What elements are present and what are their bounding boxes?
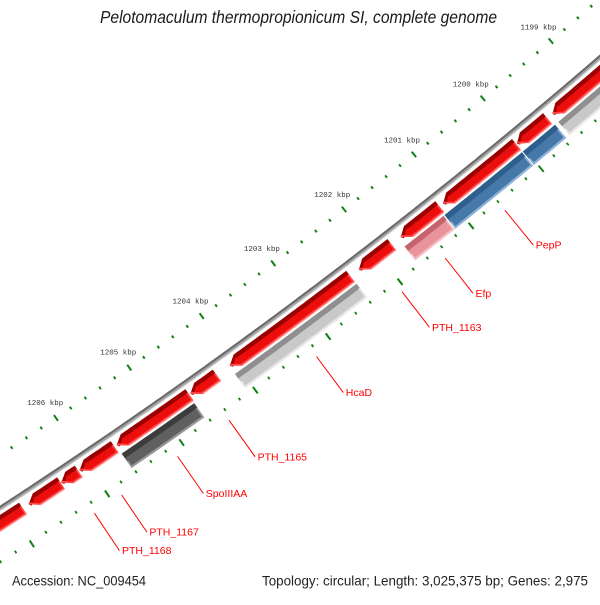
svg-text:1206 kbp: 1206 kbp xyxy=(27,400,63,408)
svg-text:HcaD: HcaD xyxy=(346,387,373,399)
svg-text:PTH_1163: PTH_1163 xyxy=(432,322,482,334)
svg-text:SpoIIIAA: SpoIIIAA xyxy=(206,488,247,500)
svg-text:PTH_1167: PTH_1167 xyxy=(149,527,199,539)
svg-text:Accession: NC_009454: Accession: NC_009454 xyxy=(12,573,146,589)
svg-text:PepP: PepP xyxy=(536,240,562,252)
svg-text:1204 kbp: 1204 kbp xyxy=(172,298,208,306)
svg-text:Efp: Efp xyxy=(476,288,492,300)
svg-text:1201 kbp: 1201 kbp xyxy=(384,137,420,145)
svg-text:Topology: circular; Length: 3,: Topology: circular; Length: 3,025,375 bp… xyxy=(262,573,588,589)
svg-text:1200 kbp: 1200 kbp xyxy=(453,81,489,89)
svg-text:1205 kbp: 1205 kbp xyxy=(100,350,136,358)
svg-text:Pelotomaculum thermopropionicu: Pelotomaculum thermopropionicum SI, comp… xyxy=(100,7,497,27)
svg-text:PTH_1168: PTH_1168 xyxy=(122,545,172,557)
svg-text:1199 kbp: 1199 kbp xyxy=(520,24,556,32)
svg-text:PTH_1165: PTH_1165 xyxy=(258,451,308,463)
svg-text:1202 kbp: 1202 kbp xyxy=(314,192,350,200)
svg-text:1203 kbp: 1203 kbp xyxy=(244,246,280,254)
